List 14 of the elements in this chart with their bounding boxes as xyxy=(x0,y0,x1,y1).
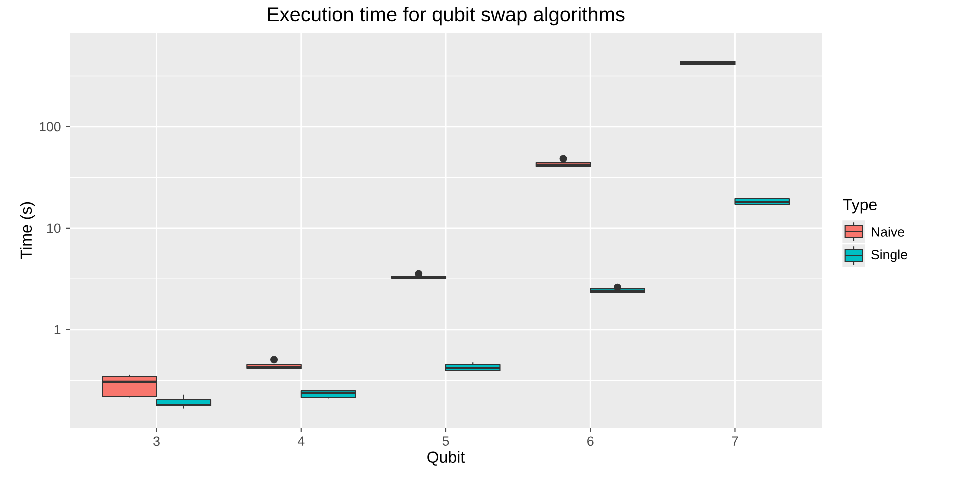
y-tick-label: 100 xyxy=(40,122,61,132)
legend-title: Type xyxy=(843,199,877,214)
chart-title: Execution time for qubit swap algorithms xyxy=(268,6,625,26)
x-tick-label: 6 xyxy=(588,436,594,446)
legend-label: Naive xyxy=(872,227,904,237)
y-tick-label: 10 xyxy=(47,224,61,234)
x-axis-title: Qubit xyxy=(428,451,465,466)
y-tick-label: 1 xyxy=(54,325,61,334)
legend-label: Single xyxy=(872,250,908,262)
y-axis-title: Time (s) xyxy=(20,202,36,260)
x-tick-label: 4 xyxy=(298,436,305,446)
x-tick-label: 3 xyxy=(154,436,160,446)
x-tick-label: 7 xyxy=(732,436,738,446)
x-tick-label: 5 xyxy=(442,436,450,446)
